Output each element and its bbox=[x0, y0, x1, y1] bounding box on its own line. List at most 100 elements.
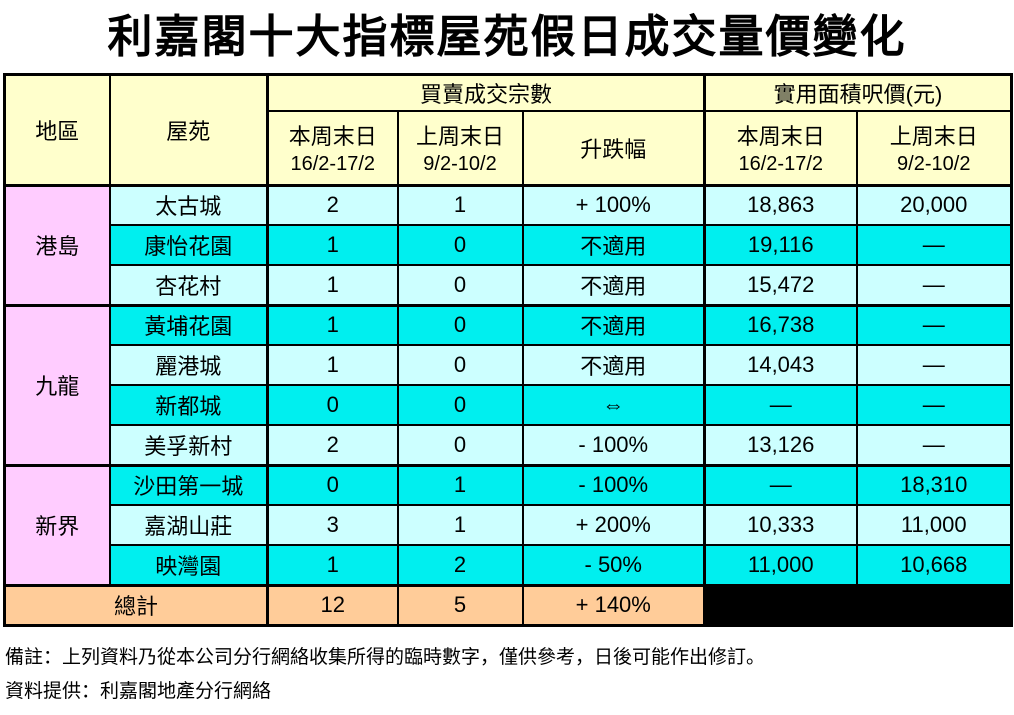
price-last-cell: — bbox=[855, 264, 1013, 306]
region-cell: 新界 bbox=[3, 463, 111, 586]
estate-cell: 太古城 bbox=[108, 184, 269, 226]
estate-cell: 映灣園 bbox=[108, 544, 269, 586]
transactions-table: 地區 屋苑 買賣成交宗數 實用面積呎價(元) 本周末日 16/2-17/2 上周… bbox=[3, 72, 1013, 627]
estate-cell: 沙田第一城 bbox=[108, 463, 269, 506]
vol-this-cell: 3 bbox=[266, 504, 399, 546]
page-title: 利嘉閣十大指標屋苑假日成交量價變化 bbox=[107, 11, 907, 62]
vol-last-cell: 1 bbox=[396, 463, 524, 506]
price-last-cell: — bbox=[855, 384, 1013, 426]
header-price-last-week-label: 上周末日 bbox=[889, 124, 978, 150]
vol-last-cell: 2 bbox=[396, 544, 524, 586]
vol-this-cell: 2 bbox=[266, 184, 399, 226]
price-this-cell: 10,333 bbox=[703, 504, 858, 546]
footnote-source: 資料提供：利嘉閣地產分行網絡 bbox=[5, 680, 272, 702]
table-row: 新都城 0 0 ⇔ — — bbox=[5, 384, 1013, 426]
change-cell: - 50% bbox=[521, 544, 706, 586]
change-cell: 不適用 bbox=[521, 344, 706, 386]
header-price-last-week-dates: 9/2-10/2 bbox=[897, 153, 971, 176]
footnotes: 備註：上列資料乃從本公司分行網絡收集所得的臨時數字，僅供參考，日後可能作出修訂。… bbox=[5, 641, 1014, 709]
estate-cell: 新都城 bbox=[108, 384, 269, 426]
header-region: 地區 bbox=[3, 73, 111, 187]
price-this-cell: — bbox=[703, 384, 858, 426]
change-cell: 不適用 bbox=[521, 224, 706, 266]
price-last-cell: 11,000 bbox=[855, 504, 1013, 546]
vol-last-cell: 0 bbox=[396, 264, 524, 306]
price-last-cell: 18,310 bbox=[855, 463, 1013, 506]
price-last-cell: 20,000 bbox=[855, 184, 1013, 226]
header-vol-last-week-dates: 9/2-10/2 bbox=[423, 153, 497, 176]
table-row: 九龍 黃埔花園 1 0 不適用 16,738 — bbox=[3, 303, 1013, 466]
change-cell: 不適用 bbox=[521, 264, 706, 306]
vol-last-cell: 0 bbox=[396, 384, 524, 426]
price-last-cell: — bbox=[855, 424, 1013, 466]
price-this-cell: 15,472 bbox=[703, 264, 858, 306]
vol-this-cell: 1 bbox=[266, 224, 399, 266]
table-row: 港島 太古城 2 1 + 100% 18,863 20,000 bbox=[3, 184, 1013, 306]
price-this-cell: 16,738 bbox=[703, 303, 858, 346]
header-price-group: 實用面積呎價(元) bbox=[703, 73, 1013, 112]
price-this-cell: — bbox=[703, 463, 858, 506]
total-row: 總計 12 5 + 140% bbox=[3, 583, 1013, 626]
price-this-cell: 13,126 bbox=[703, 424, 858, 466]
estate-cell: 杏花村 bbox=[108, 264, 269, 306]
total-vol-this-cell: 12 bbox=[266, 583, 399, 626]
table-row: 映灣園 1 2 - 50% 11,000 10,668 bbox=[5, 544, 1013, 586]
change-cell: + 200% bbox=[521, 504, 706, 546]
estate-cell: 黃埔花園 bbox=[108, 303, 269, 346]
change-cell: ⇔ bbox=[521, 384, 706, 426]
vol-last-cell: 0 bbox=[396, 303, 524, 346]
table-row: 康怡花園 1 0 不適用 19,116 — bbox=[5, 224, 1013, 266]
price-last-cell: — bbox=[855, 224, 1013, 266]
vol-last-cell: 1 bbox=[396, 504, 524, 546]
vol-last-cell: 0 bbox=[396, 424, 524, 466]
total-change-cell: + 140% bbox=[521, 583, 706, 626]
header-row-columns: 本周末日 16/2-17/2 上周末日 9/2-10/2 升跌幅 本周末日 16… bbox=[5, 110, 1013, 187]
table-row: 麗港城 1 0 不適用 14,043 — bbox=[5, 344, 1013, 386]
header-vol-this-week-dates: 16/2-17/2 bbox=[290, 153, 375, 176]
header-estate: 屋苑 bbox=[108, 73, 269, 187]
table-row: 美孚新村 2 0 - 100% 13,126 — bbox=[5, 424, 1013, 466]
table-row: 嘉湖山莊 3 1 + 200% 10,333 11,000 bbox=[5, 504, 1013, 546]
blank-black-cell bbox=[703, 583, 1013, 626]
total-label-cell: 總計 bbox=[3, 583, 269, 626]
price-this-cell: 11,000 bbox=[703, 544, 858, 586]
vol-this-cell: 1 bbox=[266, 544, 399, 586]
change-cell: - 100% bbox=[521, 463, 706, 506]
price-last-cell: 10,668 bbox=[855, 544, 1013, 586]
footnote-remark: 備註：上列資料乃從本公司分行網絡收集所得的臨時數字，僅供參考，日後可能作出修訂。 bbox=[5, 646, 766, 668]
region-cell: 港島 bbox=[3, 184, 111, 306]
estate-cell: 嘉湖山莊 bbox=[108, 504, 269, 546]
header-volume-group: 買賣成交宗數 bbox=[266, 73, 706, 112]
table-row: 新界 沙田第一城 0 1 - 100% — 18,310 bbox=[3, 463, 1013, 586]
estate-cell: 康怡花園 bbox=[108, 224, 269, 266]
estate-cell: 麗港城 bbox=[108, 344, 269, 386]
header-change: 升跌幅 bbox=[521, 110, 706, 187]
vol-last-cell: 0 bbox=[396, 224, 524, 266]
price-this-cell: 14,043 bbox=[703, 344, 858, 386]
header-vol-this-week: 本周末日 16/2-17/2 bbox=[266, 110, 399, 187]
estate-cell: 美孚新村 bbox=[108, 424, 269, 466]
vol-this-cell: 0 bbox=[266, 384, 399, 426]
change-cell: - 100% bbox=[521, 424, 706, 466]
vol-this-cell: 1 bbox=[266, 344, 399, 386]
header-price-last-week: 上周末日 9/2-10/2 bbox=[855, 110, 1013, 187]
change-cell: + 100% bbox=[521, 184, 706, 226]
header-price-this-week-label: 本周末日 bbox=[736, 124, 825, 150]
table-row: 杏花村 1 0 不適用 15,472 — bbox=[5, 264, 1013, 306]
price-last-cell: — bbox=[855, 344, 1013, 386]
vol-last-cell: 0 bbox=[396, 344, 524, 386]
total-vol-last-cell: 5 bbox=[396, 583, 524, 626]
price-this-cell: 18,863 bbox=[703, 184, 858, 226]
region-cell: 九龍 bbox=[3, 303, 111, 466]
header-vol-last-week: 上周末日 9/2-10/2 bbox=[396, 110, 524, 187]
price-last-cell: — bbox=[855, 303, 1013, 346]
vol-this-cell: 1 bbox=[266, 264, 399, 306]
header-vol-this-week-label: 本周末日 bbox=[288, 124, 377, 150]
header-row-groups: 地區 屋苑 買賣成交宗數 實用面積呎價(元) bbox=[3, 73, 1013, 187]
price-this-cell: 19,116 bbox=[703, 224, 858, 266]
header-price-this-week: 本周末日 16/2-17/2 bbox=[703, 110, 858, 187]
change-cell: 不適用 bbox=[521, 303, 706, 346]
vol-last-cell: 1 bbox=[396, 184, 524, 226]
vol-this-cell: 0 bbox=[266, 463, 399, 506]
header-price-this-week-dates: 16/2-17/2 bbox=[738, 153, 823, 176]
